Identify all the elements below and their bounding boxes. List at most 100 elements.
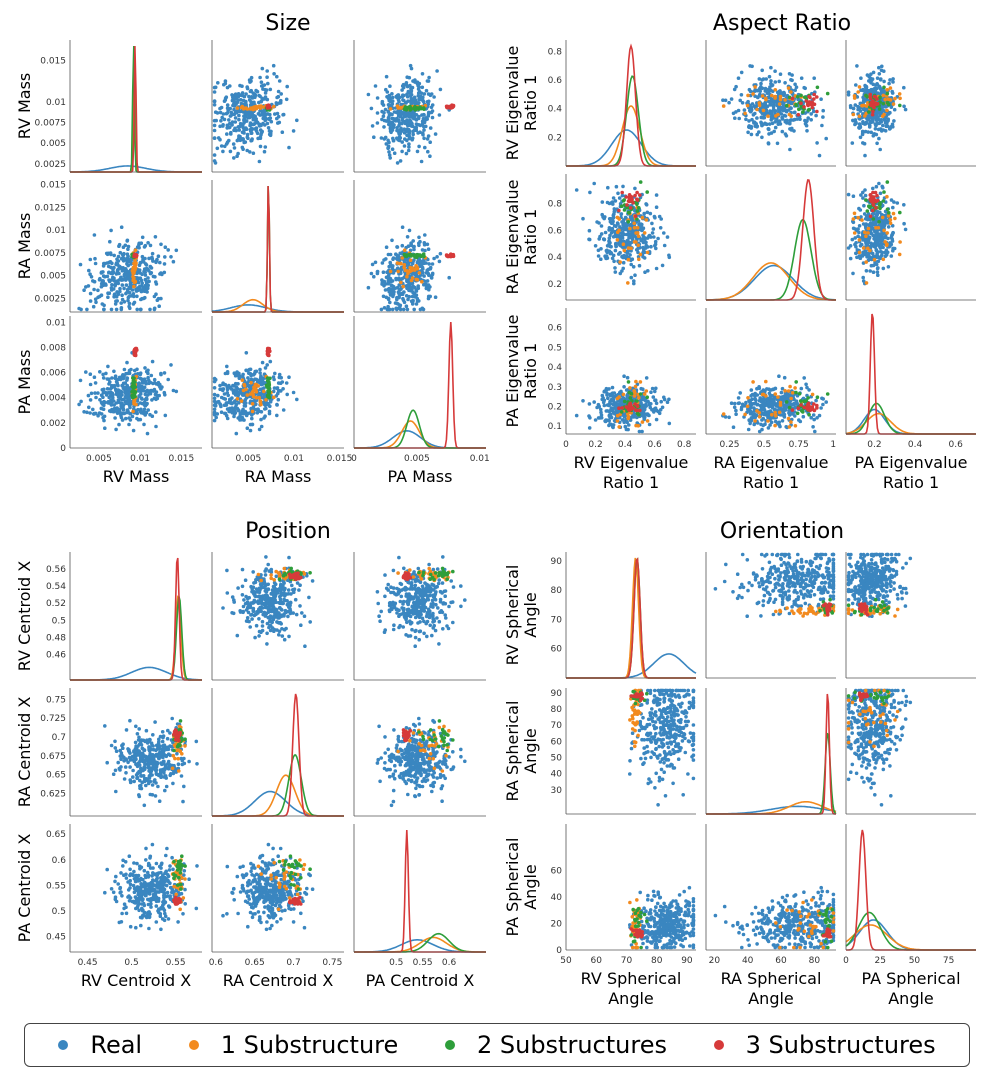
scatter-point-real bbox=[145, 431, 150, 436]
scatter-point-real bbox=[158, 260, 162, 265]
scatter-point-real bbox=[420, 306, 425, 311]
scatter-point-real bbox=[411, 112, 415, 116]
scatter-point-real bbox=[213, 377, 218, 382]
scatter-point-real bbox=[384, 245, 389, 249]
scatter-point-real bbox=[903, 227, 908, 232]
scatter-point-real bbox=[400, 110, 404, 115]
scatter-point-real bbox=[587, 228, 592, 233]
scatter-point-real bbox=[239, 411, 244, 415]
scatter-point-one bbox=[257, 395, 262, 400]
scatter-point-real bbox=[150, 398, 154, 402]
scatter-point-real bbox=[281, 387, 285, 391]
scatter-point-real bbox=[883, 129, 888, 133]
scatter-point-real bbox=[373, 84, 378, 88]
scatter-point-real bbox=[755, 116, 759, 120]
scatter-point-real bbox=[265, 363, 270, 367]
scatter-point-real bbox=[106, 295, 110, 300]
scatter-point-real bbox=[778, 122, 783, 126]
scatter-point-three bbox=[812, 102, 817, 107]
scatter-point-real bbox=[141, 388, 146, 393]
scatter-point-one bbox=[634, 231, 638, 235]
scatter-point-real bbox=[112, 406, 117, 411]
scatter-point-real bbox=[406, 297, 410, 302]
scatter-point-real bbox=[608, 233, 612, 238]
scatter-point-real bbox=[236, 416, 240, 420]
scatter-point-real bbox=[118, 277, 123, 281]
scatter-point-real bbox=[121, 381, 126, 386]
scatter-point-real bbox=[375, 269, 380, 274]
scatter-point-real bbox=[153, 235, 158, 239]
scatter-point-real bbox=[400, 88, 404, 92]
scatter-point-real bbox=[763, 89, 768, 93]
scatter-point-real bbox=[390, 288, 395, 293]
scatter-point-real bbox=[88, 372, 93, 377]
x-tick-label: 0.01 bbox=[130, 454, 150, 464]
scatter-point-real bbox=[382, 111, 386, 115]
scatter-point-real bbox=[789, 78, 793, 82]
scatter-point-three bbox=[815, 109, 819, 114]
scatter-point-real bbox=[611, 425, 615, 430]
scatter-point-real bbox=[216, 393, 220, 398]
scatter-point-one bbox=[637, 257, 641, 262]
scatter-point-real bbox=[405, 133, 409, 138]
scatter-point-real bbox=[880, 184, 884, 189]
scatter-point-one bbox=[245, 107, 250, 111]
scatter-point-three bbox=[812, 92, 816, 97]
scatter-point-real bbox=[375, 96, 380, 100]
scatter-point-real bbox=[143, 413, 147, 417]
scatter-point-real bbox=[873, 86, 877, 91]
scatter-point-real bbox=[647, 422, 652, 427]
scatter-point-real bbox=[235, 100, 240, 104]
scatter-point-real bbox=[653, 389, 657, 394]
scatter-point-real bbox=[379, 307, 384, 312]
scatter-point-real bbox=[395, 307, 399, 312]
scatter-point-real bbox=[230, 401, 234, 406]
scatter-point-real bbox=[262, 149, 267, 154]
scatter-point-real bbox=[275, 74, 279, 79]
scatter-point-real bbox=[407, 142, 411, 146]
scatter-point-real bbox=[783, 119, 788, 123]
scatter-point-real bbox=[783, 81, 787, 85]
scatter-point-one bbox=[863, 230, 867, 235]
scatter-point-real bbox=[107, 260, 111, 265]
scatter-point-real bbox=[748, 64, 752, 68]
scatter-point-real bbox=[770, 83, 774, 88]
scatter-point-real bbox=[116, 398, 121, 402]
scatter-point-real bbox=[258, 128, 263, 132]
scatter-point-real bbox=[171, 259, 176, 264]
scatter-point-real bbox=[246, 376, 250, 380]
scatter-point-real bbox=[147, 256, 151, 261]
scatter-point-real bbox=[861, 121, 865, 126]
x-tick-label: 0.01 bbox=[470, 454, 490, 464]
scatter-point-real bbox=[174, 248, 179, 253]
scatter-point-real bbox=[622, 385, 626, 389]
scatter-point-real bbox=[863, 193, 868, 198]
scatter-point-one bbox=[721, 104, 726, 108]
y-tick-label: 0.8 bbox=[548, 199, 563, 209]
scatter-point-real bbox=[891, 205, 895, 210]
scatter-point-real bbox=[174, 389, 179, 394]
scatter-point-real bbox=[149, 271, 154, 275]
scatter-point-real bbox=[246, 368, 250, 373]
scatter-point-real bbox=[219, 410, 224, 415]
scatter-point-real bbox=[385, 95, 389, 99]
scatter-point-real bbox=[99, 400, 104, 405]
scatter-point-real bbox=[218, 110, 223, 115]
scatter-point-real bbox=[411, 298, 415, 303]
scatter-point-real bbox=[245, 85, 249, 89]
scatter-point-real bbox=[138, 371, 143, 376]
scatter-point-one bbox=[789, 114, 793, 118]
scatter-point-real bbox=[428, 126, 433, 130]
y-axis-label: PA Mass bbox=[15, 350, 34, 415]
scatter-point-real bbox=[116, 254, 121, 259]
scatter-point-real bbox=[401, 82, 406, 87]
scatter-point-real bbox=[259, 80, 264, 84]
scatter-point-real bbox=[865, 73, 870, 77]
scatter-point-real bbox=[271, 63, 276, 68]
scatter-point-real bbox=[420, 72, 425, 76]
scatter-point-one bbox=[786, 86, 791, 90]
scatter-point-two bbox=[878, 206, 882, 210]
scatter-point-real bbox=[732, 87, 737, 92]
scatter-point-real bbox=[88, 382, 93, 387]
scatter-point-real bbox=[891, 230, 895, 235]
